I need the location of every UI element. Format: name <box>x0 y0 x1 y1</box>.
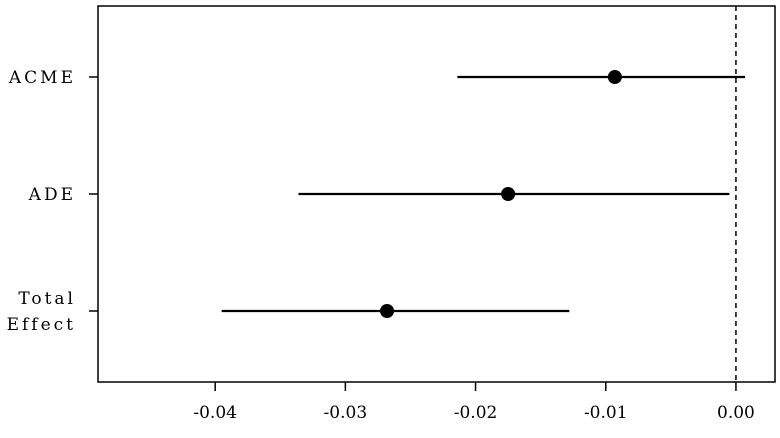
point-estimate-marker <box>380 304 395 318</box>
y-category-label: ADE <box>28 185 76 205</box>
y-axis: ACME ADE Total Effect <box>7 68 98 335</box>
plot-marks <box>221 70 746 318</box>
y-category-label: Effect <box>7 315 76 335</box>
x-tick-label: -0.02 <box>454 403 498 423</box>
x-tick-label: -0.04 <box>193 403 237 423</box>
x-tick-label: -0.01 <box>584 403 628 423</box>
y-category-label: Total <box>18 289 76 309</box>
x-axis: -0.04 -0.03 -0.02 -0.01 0.00 <box>193 382 755 423</box>
x-tick-label: 0.00 <box>717 403 755 423</box>
y-category-label: ACME <box>8 68 76 88</box>
x-tick-label: -0.03 <box>324 403 368 423</box>
point-estimate-marker <box>501 187 516 201</box>
point-estimate-marker <box>607 70 622 84</box>
